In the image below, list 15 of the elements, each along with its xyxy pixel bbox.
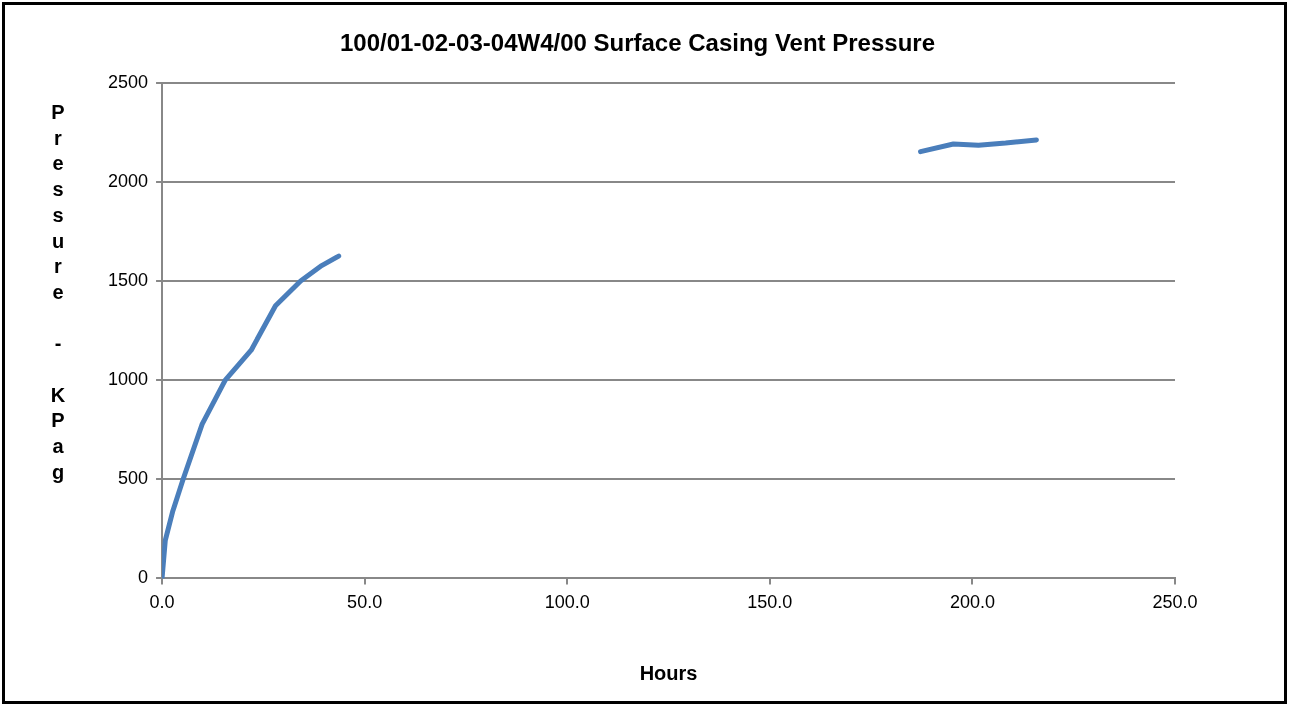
x-axis-title: Hours [639, 661, 698, 684]
y-tick-label: 1000 [108, 369, 149, 390]
y-tick-label: 2500 [108, 71, 149, 92]
y-tick-label: 1500 [108, 270, 149, 291]
x-tick-label: 150.0 [747, 592, 793, 613]
x-tick-label: 200.0 [949, 592, 995, 613]
x-tick-label: 0.0 [149, 592, 175, 613]
x-tick-label: 250.0 [1152, 592, 1198, 613]
x-tick-label: 50.0 [347, 592, 383, 613]
text: Pressure - KPag [50, 101, 66, 483]
chart-title: 100/01-02-03-04W4/00 Surface Casing Vent Pressure [340, 29, 935, 57]
y-tick-label: 500 [118, 468, 149, 489]
y-tick-label: 2000 [108, 170, 149, 191]
x-tick-label: 100.0 [544, 592, 590, 613]
y-tick-label: 0 [138, 567, 149, 588]
